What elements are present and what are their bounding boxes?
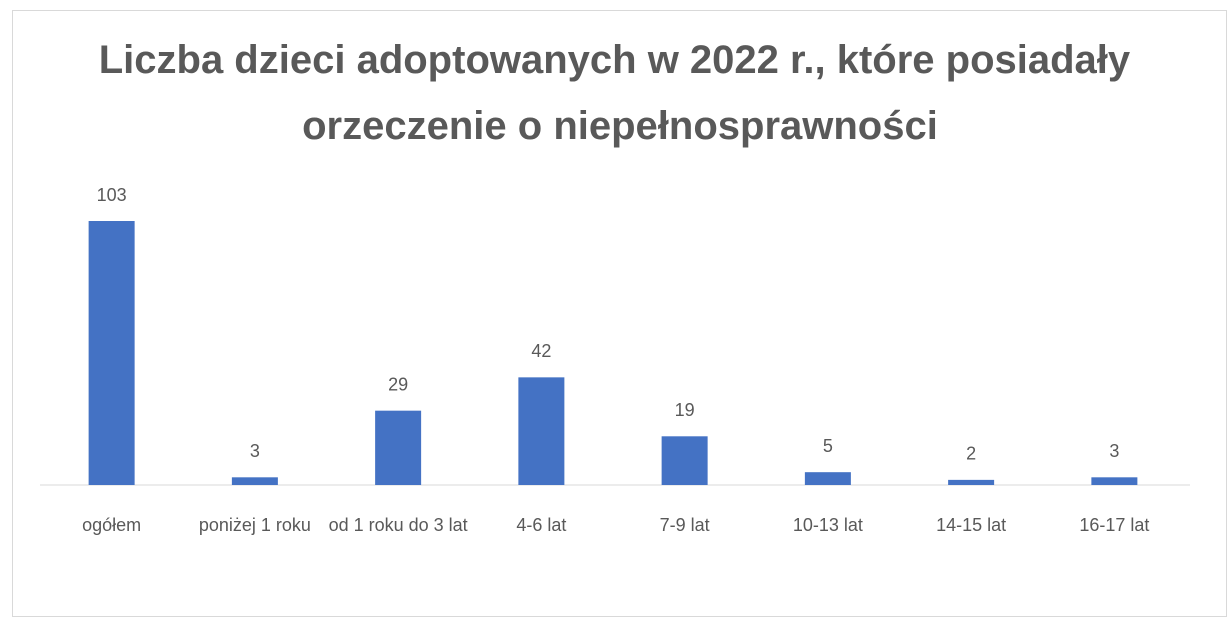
- x-tick-label: 4-6 lat: [516, 515, 566, 535]
- bar: [1091, 477, 1138, 485]
- data-label: 2: [966, 444, 976, 464]
- bar: [661, 436, 708, 485]
- data-label: 3: [250, 441, 260, 461]
- x-tick-label: 14-15 lat: [936, 515, 1006, 535]
- x-tick-label: poniżej 1 roku: [199, 515, 311, 535]
- bar: [518, 377, 565, 485]
- chart-frame: [12, 10, 1227, 617]
- data-label: 19: [675, 400, 695, 420]
- bar: [804, 472, 851, 485]
- x-tick-label: 16-17 lat: [1079, 515, 1149, 535]
- bar: [375, 410, 422, 485]
- data-label: 29: [388, 374, 408, 394]
- data-label: 3: [1109, 441, 1119, 461]
- data-label: 103: [97, 185, 127, 205]
- bar: [231, 477, 278, 485]
- chart-title: Liczba dzieci adoptowanych w 2022 r., kt…: [99, 38, 1142, 148]
- x-tick-label: 7-9 lat: [660, 515, 710, 535]
- bar: [948, 479, 995, 485]
- x-tick-label: od 1 roku do 3 lat: [329, 515, 468, 535]
- x-tick-label: ogółem: [82, 515, 141, 535]
- x-tick-label: 10-13 lat: [793, 515, 863, 535]
- data-label: 5: [823, 436, 833, 456]
- data-label: 42: [531, 341, 551, 361]
- bar: [88, 221, 135, 485]
